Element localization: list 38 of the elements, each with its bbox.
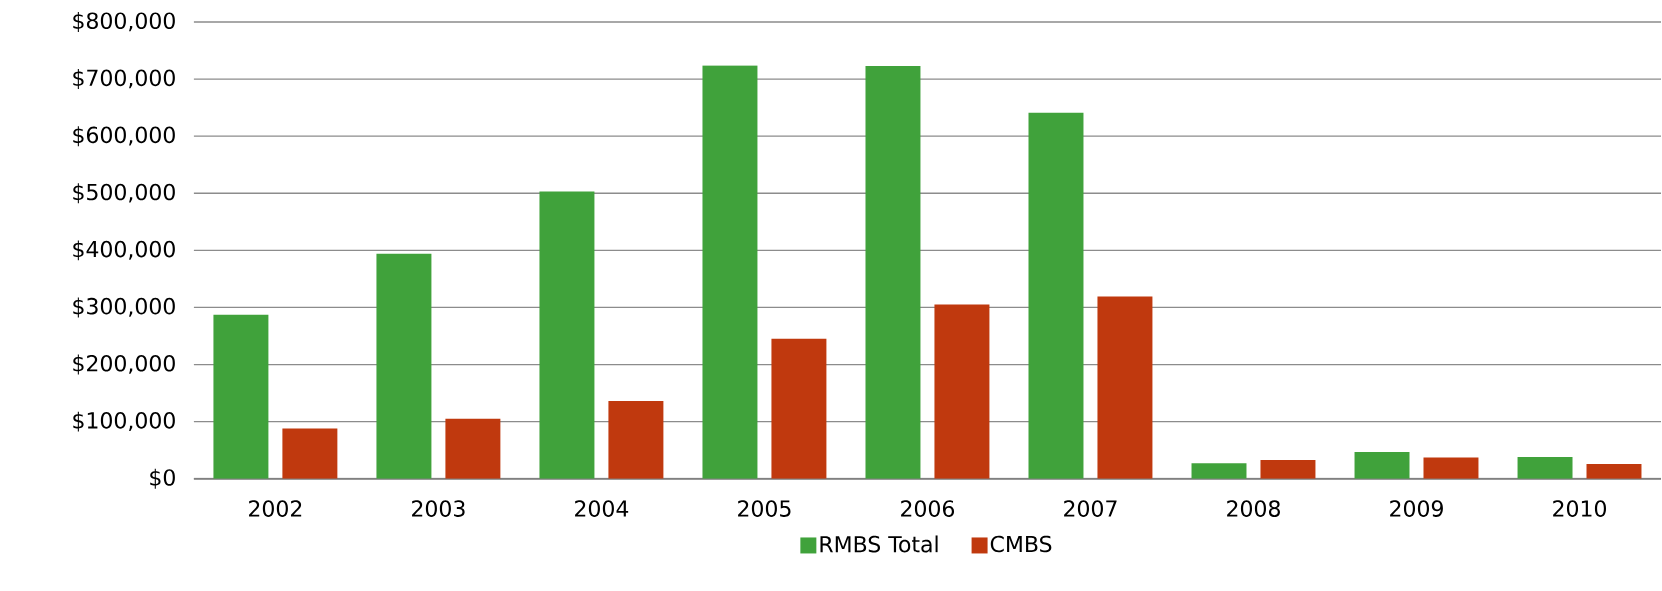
bar [865,66,921,479]
bar [608,401,664,479]
y-tick-label: $100,000 [73,411,175,432]
y-tick-label: $300,000 [73,297,175,318]
bar [213,315,269,479]
bar [1586,464,1642,479]
x-tick-label: 2007 [1064,500,1117,518]
y-tick-label: $600,000 [73,126,175,147]
bar [771,339,827,479]
bar [376,253,432,479]
bar [539,191,595,479]
legend-label: CMBS [990,535,1052,553]
x-tick-label: 2010 [1553,500,1607,518]
bar [445,418,501,479]
bar [702,65,758,479]
x-tick-label: 2002 [249,500,302,518]
bar [1517,457,1573,479]
legend-label: RMBS Total [820,535,938,553]
y-tick-label: $500,000 [73,183,175,204]
bar [1423,457,1479,479]
x-tick-label: 2008 [1227,500,1280,518]
x-tick-label: 2004 [575,500,629,518]
y-tick-label: $700,000 [73,69,175,90]
y-tick-label: $200,000 [73,354,175,375]
bar [934,304,990,479]
bar [1028,112,1084,479]
x-tick-label: 2003 [412,500,465,518]
y-tick-label: $0 [150,468,175,489]
x-tick-label: 2005 [738,500,791,518]
bar [282,428,338,479]
y-tick-label: $400,000 [73,240,175,261]
x-tick-label: 2009 [1390,500,1443,518]
bar [1260,460,1316,479]
x-tick-label: 2006 [901,500,955,518]
bar [1191,463,1247,479]
bar [1097,296,1153,479]
y-tick-label: $800,000 [73,12,175,33]
bar [1354,452,1410,479]
